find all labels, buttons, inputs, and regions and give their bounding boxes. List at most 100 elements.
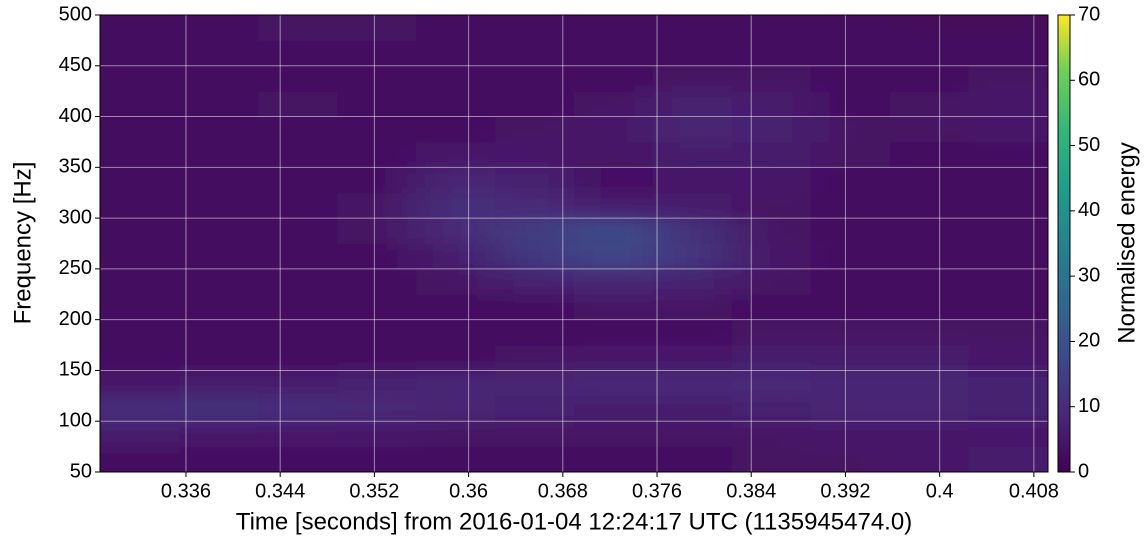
heatmap-cell bbox=[337, 141, 417, 168]
heatmap-cell bbox=[100, 141, 180, 168]
heatmap-cell bbox=[258, 40, 338, 67]
heatmap-cell bbox=[810, 116, 891, 143]
x-tick-label: 0.36 bbox=[449, 480, 488, 502]
x-tick-label: 0.352 bbox=[349, 480, 399, 502]
heatmap-cell bbox=[889, 268, 970, 295]
heatmap-cell bbox=[652, 345, 733, 371]
heatmap-cell bbox=[731, 268, 812, 295]
heatmap-cell bbox=[179, 395, 259, 422]
heatmap-cell bbox=[258, 395, 338, 422]
heatmap-cell bbox=[416, 294, 496, 321]
heatmap-cell bbox=[179, 218, 259, 244]
heatmap-cell bbox=[258, 116, 338, 143]
heatmap-cell bbox=[731, 446, 812, 472]
heatmap-cell bbox=[179, 91, 259, 118]
heatmap-cell bbox=[179, 446, 259, 472]
heatmap-cell bbox=[337, 15, 417, 41]
heatmap-cell bbox=[100, 167, 180, 194]
heatmap-cell bbox=[416, 243, 496, 270]
heatmap-cell bbox=[100, 370, 180, 397]
heatmap-cell bbox=[889, 116, 970, 143]
heatmap-cell bbox=[337, 370, 417, 397]
heatmap-cell bbox=[810, 218, 891, 244]
colorbar bbox=[1057, 14, 1071, 473]
heatmap-cell bbox=[889, 15, 970, 41]
heatmap-cell bbox=[258, 141, 338, 168]
heatmap-cell bbox=[652, 167, 733, 194]
heatmap-cell bbox=[652, 218, 733, 244]
heatmap-cell bbox=[100, 294, 180, 321]
heatmap-cell bbox=[652, 15, 733, 41]
heatmap-cell bbox=[810, 141, 891, 168]
heatmap-cell bbox=[495, 268, 575, 295]
heatmap-cell bbox=[574, 268, 654, 295]
heatmap-cell bbox=[731, 395, 812, 422]
heatmap-cell bbox=[731, 167, 812, 194]
heatmap-cell bbox=[731, 345, 812, 371]
heatmap-cell bbox=[495, 218, 575, 244]
heatmap-cell bbox=[179, 65, 259, 92]
heatmap-cell bbox=[968, 141, 1048, 168]
heatmap-cell bbox=[416, 395, 496, 422]
heatmap-cell bbox=[100, 243, 180, 270]
y-tick-label: 350 bbox=[59, 156, 92, 178]
x-axis-label: Time [seconds] from 2016-01-04 12:24:17 … bbox=[236, 508, 912, 535]
colorbar-tick-label: 70 bbox=[1078, 3, 1100, 25]
heatmap-cell bbox=[495, 319, 575, 346]
heatmap-cell bbox=[258, 370, 338, 397]
heatmap-cell bbox=[258, 268, 338, 295]
heatmap-cell bbox=[652, 65, 733, 92]
colorbar-tick-label: 10 bbox=[1078, 395, 1100, 417]
heatmap-cell bbox=[416, 15, 496, 41]
heatmap-cell bbox=[968, 167, 1048, 194]
heatmap-cell bbox=[652, 446, 733, 472]
x-tick-label: 0.344 bbox=[255, 480, 305, 502]
heatmap-cell bbox=[574, 319, 654, 346]
colorbar-tick-label: 40 bbox=[1078, 199, 1100, 221]
heatmap-cell bbox=[495, 141, 575, 168]
heatmap-cell bbox=[416, 91, 496, 118]
heatmap-cell bbox=[889, 370, 970, 397]
heatmap-cell bbox=[416, 370, 496, 397]
heatmap-cell bbox=[179, 167, 259, 194]
y-tick-label: 100 bbox=[59, 410, 92, 432]
heatmap-cell bbox=[574, 192, 654, 219]
heatmap-cell bbox=[337, 116, 417, 143]
heatmap-cell bbox=[731, 40, 812, 67]
heatmap-cell bbox=[652, 268, 733, 295]
heatmap-cell bbox=[337, 167, 417, 194]
heatmap-cell bbox=[574, 243, 654, 270]
heatmap-cell bbox=[889, 395, 970, 422]
heatmap-cell bbox=[574, 345, 654, 371]
heatmap bbox=[100, 15, 1048, 472]
heatmap-cell bbox=[731, 218, 812, 244]
heatmap-cell bbox=[889, 167, 970, 194]
heatmap-cell bbox=[889, 40, 970, 67]
heatmap-cell bbox=[968, 395, 1048, 422]
heatmap-cell bbox=[100, 395, 180, 422]
heatmap-cell bbox=[179, 370, 259, 397]
heatmap-cell bbox=[968, 421, 1048, 448]
heatmap-cell bbox=[416, 345, 496, 371]
heatmap-cell bbox=[731, 91, 812, 118]
heatmap-cell bbox=[100, 446, 180, 472]
heatmap-cell bbox=[179, 15, 259, 41]
heatmap-cell bbox=[100, 40, 180, 67]
heatmap-cell bbox=[179, 294, 259, 321]
heatmap-cell bbox=[100, 218, 180, 244]
plot-frame bbox=[99, 14, 1049, 473]
y-tick-label: 400 bbox=[59, 105, 92, 127]
heatmap-cell bbox=[652, 192, 733, 219]
heatmap-cell bbox=[731, 319, 812, 346]
heatmap-cell bbox=[179, 40, 259, 67]
heatmap-cell bbox=[574, 141, 654, 168]
colorbar-tick-label: 30 bbox=[1078, 264, 1100, 286]
heatmap-cell bbox=[968, 268, 1048, 295]
heatmap-cell bbox=[416, 141, 496, 168]
heatmap-cell bbox=[810, 395, 891, 422]
heatmap-cell bbox=[652, 395, 733, 422]
x-tick-label: 0.376 bbox=[632, 480, 682, 502]
y-tick-label: 150 bbox=[59, 359, 92, 381]
heatmap-cell bbox=[337, 294, 417, 321]
heatmap-cell bbox=[337, 421, 417, 448]
